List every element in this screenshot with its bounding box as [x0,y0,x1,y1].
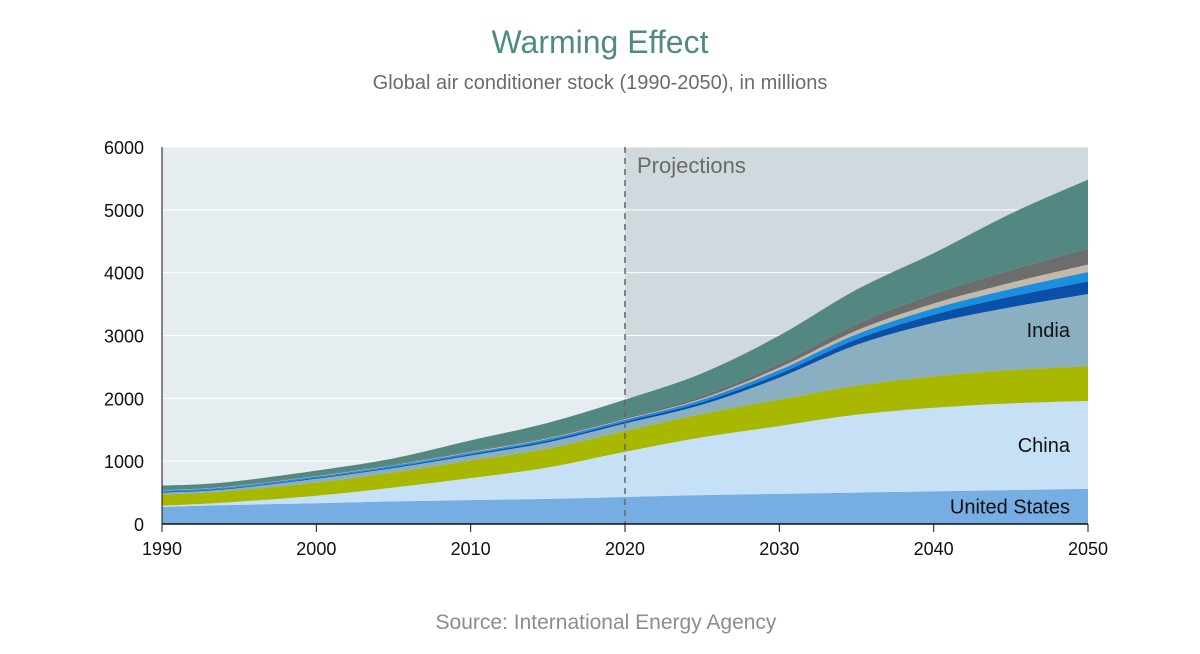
y-tick-label: 4000 [104,264,144,284]
label-united-states: United States [950,496,1070,518]
y-tick-label: 5000 [104,201,144,221]
label-india: India [1027,320,1071,342]
chart-title: Warming Effect [491,24,709,60]
projection-overlay: Projections [624,147,746,524]
x-tick-label: 2020 [605,539,645,559]
area-united-states [162,488,1088,524]
x-tick-label: 2010 [451,539,491,559]
x-tick-label: 2040 [914,539,954,559]
y-tick-label: 1000 [104,452,144,472]
projection-label: Projections [637,153,746,178]
y-tick-label: 3000 [104,327,144,347]
area-series-5 [162,281,1088,493]
source-note: Source: International Energy Agency [435,611,777,634]
x-tick-label: 1990 [142,539,182,559]
series-labels: United States China India [950,320,1071,518]
x-tick-label: 2050 [1068,539,1108,559]
axes: 1990 2000 2010 2020 2030 2040 2050 0 1000 2000 300… [104,138,1108,559]
label-china: China [1018,435,1071,457]
x-tick-label: 2000 [296,539,336,559]
chart-subtitle: Global air conditioner stock (1990-2050)… [372,72,828,94]
y-tick-label: 0 [134,515,144,535]
y-tick-label: 2000 [104,389,144,409]
x-tick-label: 2030 [759,539,799,559]
area-china [162,400,1088,508]
area-series-6 [162,272,1088,492]
area-india [162,294,1088,495]
y-tick-label: 6000 [104,138,144,158]
area-series-7 [162,264,1088,491]
